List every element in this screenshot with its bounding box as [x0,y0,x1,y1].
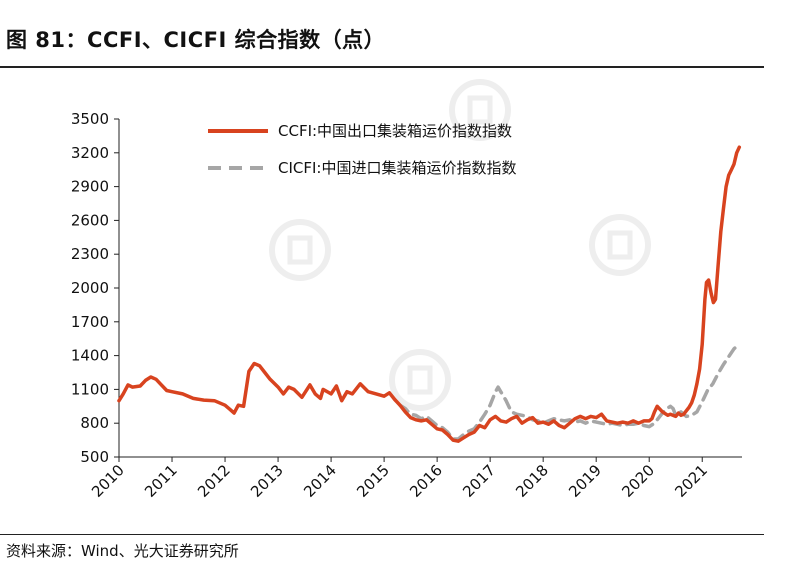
y-tick-label: 1400 [71,347,109,365]
cicfi-series-line [398,342,742,441]
watermark-logo [449,79,511,141]
series-layer [117,145,742,443]
y-tick-label: 2900 [71,178,109,196]
x-tick-label: 2010 [88,461,128,501]
x-tick-label: 2014 [300,461,340,501]
y-tick-label: 1100 [71,380,109,398]
x-tick-label: 2018 [512,461,552,501]
title-divider [0,66,764,68]
x-tick-label: 2021 [671,461,711,501]
x-tick-label: 2016 [406,461,446,501]
y-tick-label: 2000 [71,279,109,297]
x-tick-label: 2015 [353,461,393,501]
x-tick-label: 2017 [459,461,499,501]
legend: CCFI:中国出口集装箱运价指数指数 CICFI:中国进口集装箱运价指数指数 [208,122,516,177]
y-tick-label: 2300 [71,245,109,263]
x-tick-label: 2012 [194,461,234,501]
legend-label-ccfi: CCFI:中国出口集装箱运价指数指数 [278,122,512,140]
watermark-logo [269,219,331,281]
y-tick-label: 1700 [71,313,109,331]
y-tick-label: 800 [80,414,109,432]
y-tick-label: 3500 [71,110,109,128]
y-tick-label: 500 [80,448,109,466]
footer-divider [0,534,764,535]
watermark-logo [389,349,451,411]
chart-area: 500 800 1100 1400 1700 2000 2300 2600 2900 3200 35… [71,79,742,501]
x-tick-label: 2020 [618,461,658,501]
x-tick-label: 2011 [141,461,181,501]
watermark-logo [589,214,651,276]
y-tick-label: 3200 [71,144,109,162]
legend-label-cicfi: CICFI:中国进口集装箱运价指数指数 [278,159,516,177]
x-tick-label: 2013 [247,461,287,501]
ccfi-series-line [117,145,742,443]
source-note: 资料来源：Wind、光大证券研究所 [6,542,239,560]
y-tick-label: 2600 [71,211,109,229]
x-tick-label: 2019 [565,461,605,501]
chart-title: 图 81：CCFI、CICFI 综合指数（点） [6,28,386,52]
watermark-layer [269,79,651,411]
